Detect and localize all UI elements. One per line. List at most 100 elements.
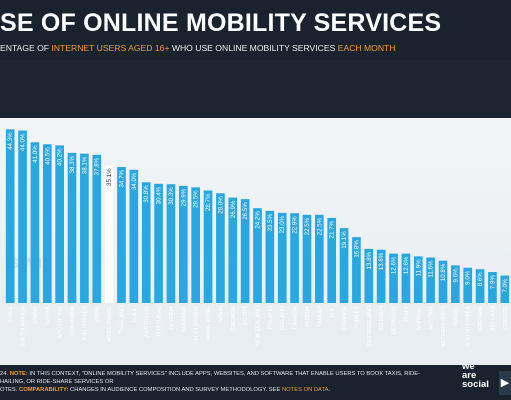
value-label-colombia: 38.3% [69, 155, 76, 173]
category-label-china: CHINA [33, 306, 39, 324]
note-text: IN THIS CONTEXT, "ONLINE MOBILITY SERVIC… [0, 371, 421, 385]
value-label-china: 41.0% [32, 145, 39, 163]
category-label-germany: GERMANY [392, 306, 398, 335]
value-label-worldwide: 35.1% [106, 168, 113, 186]
category-label-greece: GREECE [503, 306, 509, 330]
bar-switzerland [364, 248, 374, 303]
value-label-chile: 44.3% [7, 132, 14, 150]
value-label-belgium: 7.9% [489, 275, 496, 290]
category-label-sweden: SWEDEN [379, 306, 385, 331]
value-label-argentina: 40.2% [57, 148, 64, 166]
category-label-thailand: THAILAND [119, 306, 125, 334]
bar-south-africa [18, 130, 27, 303]
bar-belgium [488, 272, 497, 303]
bar-austria [426, 257, 435, 303]
bar-sweden [376, 249, 386, 303]
note-prefix: 24. [0, 371, 9, 377]
value-label-portugal: 30.4% [156, 186, 163, 204]
category-label-south-africa: SOUTH AFRICA [21, 306, 27, 348]
value-label-spain: 28.0% [217, 196, 224, 214]
bar-south-korea [463, 267, 473, 303]
bar-colombia [67, 152, 77, 303]
category-label-canada: CANADA [293, 306, 299, 330]
bar-new-zealand [253, 208, 262, 303]
category-label-croatia: CROATIA [231, 306, 237, 331]
value-label-czechia: 8.6% [477, 272, 484, 287]
category-label-austria: AUSTRIA [429, 306, 435, 331]
logo-line-3: social [462, 378, 489, 390]
category-label-ireland: IRELAND [280, 306, 286, 330]
category-label-kenya: KENYA [45, 306, 51, 325]
value-label-philippines: 38.1% [81, 156, 88, 174]
subtitle-highlight-frequency: EACH MONTH [337, 43, 396, 53]
value-label-u-a-e: 34.0% [131, 172, 138, 190]
we-are-social-logo: we are social [462, 361, 489, 390]
value-label-austria: 11.6% [428, 260, 435, 278]
value-label-u-k: 21.7% [329, 220, 336, 238]
bar-romania [178, 185, 188, 303]
value-label-greece: 7.0% [502, 278, 509, 293]
subtitle-part-3: WHO USE ONLINE MOBILITY SERVICES [169, 43, 338, 53]
bar-taiwan [315, 214, 324, 303]
bar-egypt [240, 199, 250, 303]
category-label-australia: AUSTRALIA [144, 306, 150, 337]
bar-canada [290, 213, 299, 303]
category-label-belgium: BELGIUM [490, 306, 496, 332]
bar-china [30, 142, 40, 303]
bar-russia [302, 214, 312, 303]
bar-poland [265, 210, 275, 303]
category-label-romania: ROMANIA [181, 306, 187, 332]
bar-czechia [475, 269, 485, 303]
bar-u-a-e [129, 169, 139, 303]
note-line2-prefix: OTES. [0, 387, 18, 393]
bar-croatia [228, 197, 238, 303]
bar-kenya [42, 144, 52, 303]
subtitle: ENTAGE OF INTERNET USERS AGED 16+ WHO US… [0, 43, 396, 53]
category-label-chile: CHILE [8, 306, 14, 323]
category-label-india: INDIA [95, 306, 101, 321]
subtitle-part-1: ENTAGE OF [0, 43, 52, 53]
bar-u-k [327, 217, 337, 303]
category-label-italy: ITALY [404, 306, 410, 321]
value-label-romania: 29.9% [180, 188, 187, 206]
bar-germany [389, 253, 398, 303]
logo-line-2: are [462, 369, 477, 381]
category-label-south-korea: SOUTH KOREA [466, 306, 472, 347]
category-label-taiwan: TAIWAN [317, 306, 323, 327]
value-label-norway: 11.9% [415, 259, 422, 277]
category-label-france: FRANCE [342, 306, 348, 329]
category-label-czechia: CZECHIA [478, 306, 484, 331]
bar-france [339, 228, 349, 303]
category-label-poland: POLAND [268, 306, 274, 329]
logo-line-1: we [462, 361, 475, 372]
value-label-canada: 22.9% [292, 216, 299, 234]
category-label-u-k: U.K. [330, 306, 336, 317]
footer-notes: 24. NOTE: IN THIS CONTEXT, "ONLINE MOBIL… [0, 370, 430, 394]
value-label-nigeria: 30.3% [168, 187, 175, 205]
bar-norway [413, 256, 423, 303]
value-label-switzerland: 13.8% [366, 251, 373, 269]
header-band [0, 0, 511, 60]
bar-australia [141, 182, 151, 303]
note-label: NOTE: [9, 371, 28, 377]
category-label-norway: NORWAY [416, 306, 422, 331]
value-label-egypt: 26.5% [242, 202, 249, 220]
bar-portugal [154, 183, 163, 303]
value-label-russia: 22.5% [304, 217, 311, 235]
category-label-saudi-arabia: SAUDI ARABIA [194, 306, 200, 345]
category-label-portugal: PORTUGAL [157, 306, 163, 337]
category-label-russia: RUSSIA [305, 306, 311, 327]
bar-philippines [80, 153, 89, 303]
value-label-south-africa: 44.0% [20, 133, 27, 151]
bar-greece [500, 275, 510, 303]
value-label-italy: 12.6% [403, 256, 410, 274]
bar-netherlands [438, 260, 448, 303]
notes-on-data-link[interactable]: NOTES ON DATA [281, 387, 329, 393]
page-title: SE OF ONLINE MOBILITY SERVICES [0, 9, 442, 37]
bar-hong-kong [203, 190, 213, 303]
bar-turkey [352, 237, 361, 303]
chevron-right-icon[interactable]: ▶ [499, 371, 511, 395]
category-label-hong-kong: HONG KONG [206, 306, 212, 341]
category-label-u-a-e: U.A.E. [132, 306, 138, 323]
value-label-germany: 12.6% [391, 256, 398, 274]
